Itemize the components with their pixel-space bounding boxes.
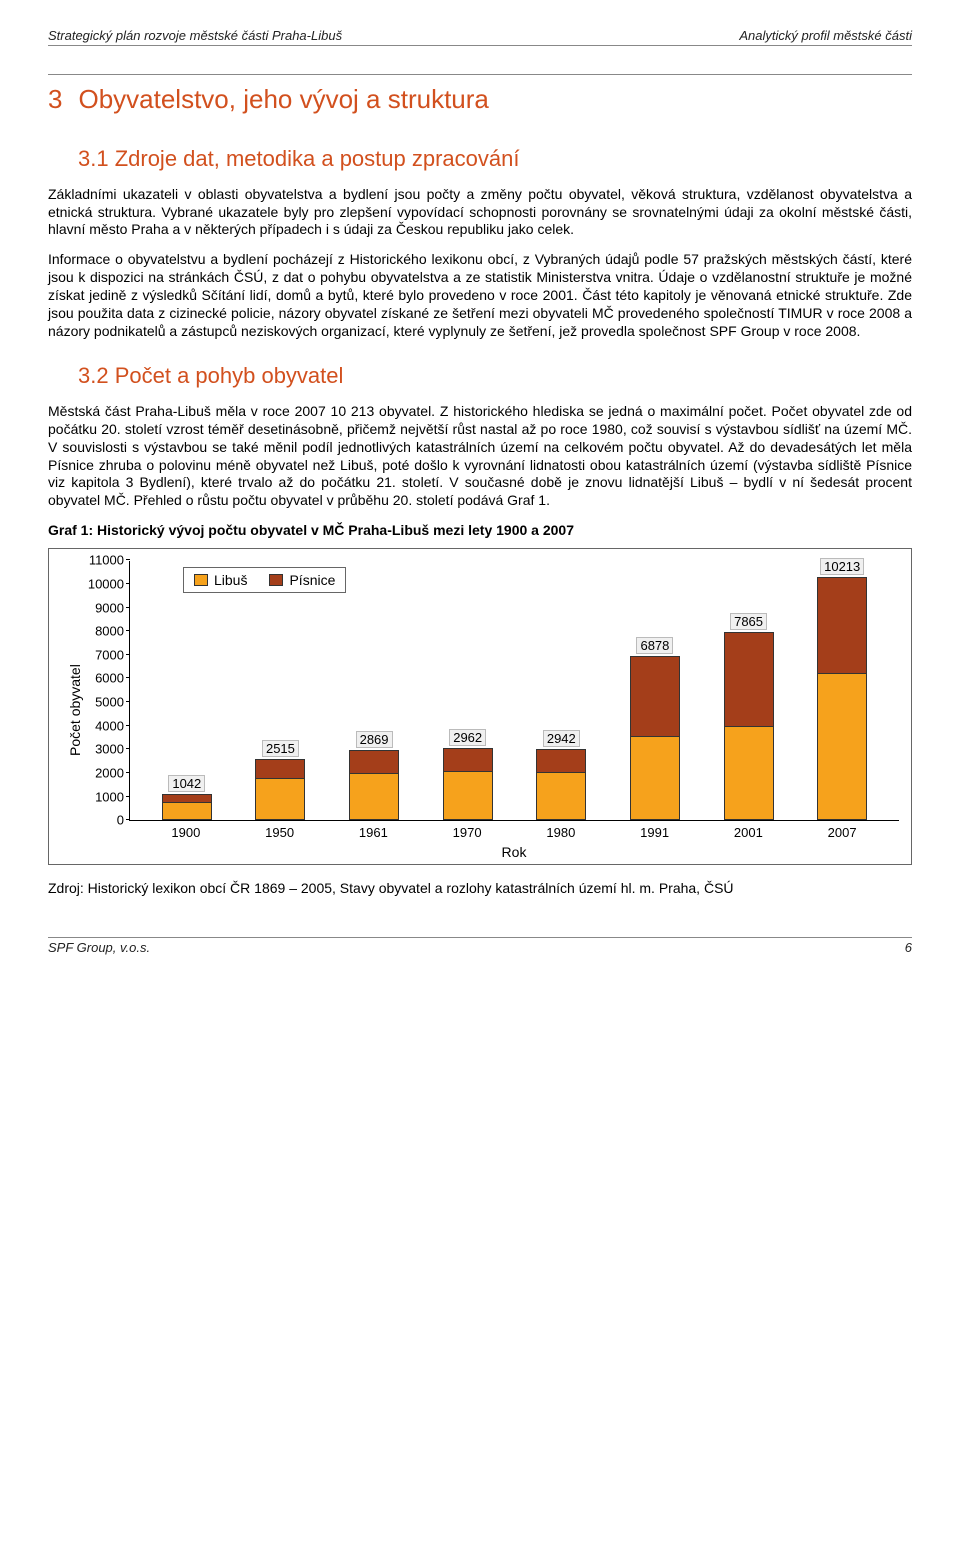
chart-inner: Počet obyvatel Libuš Písnice 10422515286…	[61, 561, 899, 860]
legend-label-pisnice: Písnice	[289, 572, 335, 588]
bar-total-label: 2515	[262, 740, 299, 757]
page-header: Strategický plán rozvoje městské části P…	[48, 28, 912, 46]
bar-group: 7865	[702, 561, 796, 820]
bar-stack	[724, 632, 774, 820]
bar-group: 2515	[234, 561, 328, 820]
bar-stack	[255, 759, 305, 820]
h1-number: 3	[48, 85, 62, 114]
legend-item-libus: Libuš	[194, 572, 247, 588]
bar-segment-pisnice	[631, 657, 679, 737]
footer-left: SPF Group, v.o.s.	[48, 940, 150, 955]
h2a-text: 3.1 Zdroje dat, metodika a postup zpraco…	[78, 146, 519, 171]
legend-swatch-pisnice	[269, 574, 283, 586]
bar-group: 6878	[608, 561, 702, 820]
bar-segment-libus	[256, 779, 304, 819]
bar-segment-pisnice	[537, 750, 585, 773]
xtick-label: 2007	[795, 825, 889, 840]
legend-label-libus: Libuš	[214, 572, 247, 588]
bar-segment-libus	[818, 674, 866, 819]
chart-xlabels: 19001950196119701980199120012007	[129, 821, 899, 840]
bar-segment-pisnice	[725, 633, 773, 727]
xtick-label: 1970	[420, 825, 514, 840]
bar-total-label: 2942	[543, 730, 580, 747]
bar-segment-libus	[537, 773, 585, 819]
bar-segment-pisnice	[350, 751, 398, 774]
ytick-label: 5000	[80, 695, 124, 710]
document-page: Strategický plán rozvoje městské části P…	[0, 0, 960, 975]
paragraph-2: Informace o obyvatelstvu a bydlení pochá…	[48, 251, 912, 341]
header-left: Strategický plán rozvoje městské části P…	[48, 28, 342, 43]
bar-stack	[162, 794, 212, 821]
xtick-label: 1961	[327, 825, 421, 840]
bar-segment-pisnice	[818, 578, 866, 674]
paragraph-1: Základními ukazateli v oblasti obyvatels…	[48, 186, 912, 240]
bar-segment-libus	[350, 774, 398, 819]
bar-total-label: 2962	[449, 729, 486, 746]
chart-bars-row: 1042 2515 2869 2962 2942 6878 7865 10213	[130, 561, 899, 820]
xtick-label: 1950	[233, 825, 327, 840]
bar-segment-libus	[631, 737, 679, 820]
chart-xlabel: Rok	[129, 844, 899, 860]
chart-source: Zdroj: Historický lexikon obcí ČR 1869 –…	[48, 879, 912, 897]
footer-page-number: 6	[905, 940, 912, 955]
bar-group: 2869	[327, 561, 421, 820]
ytick-label: 6000	[80, 671, 124, 686]
bar-group: 10213	[795, 561, 889, 820]
ytick-label: 8000	[80, 624, 124, 639]
bar-stack	[817, 577, 867, 820]
legend-item-pisnice: Písnice	[269, 572, 335, 588]
bar-segment-pisnice	[444, 749, 492, 772]
bar-total-label: 2869	[356, 731, 393, 748]
chart-plot-column: Libuš Písnice 1042 2515 2869 2962 2942 6878 78…	[83, 561, 899, 860]
ytick-label: 11000	[80, 553, 124, 568]
bar-stack	[630, 656, 680, 821]
heading-2-population: 3.2 Počet a pohyb obyvatel	[78, 363, 912, 389]
ytick-label: 1000	[80, 789, 124, 804]
xtick-label: 1900	[139, 825, 233, 840]
chart-plot-area: 104225152869296229426878786510213 010002…	[129, 561, 899, 821]
xtick-label: 1980	[514, 825, 608, 840]
ytick-label: 2000	[80, 766, 124, 781]
bar-total-label: 1042	[168, 775, 205, 792]
bar-segment-libus	[444, 772, 492, 819]
xtick-label: 1991	[608, 825, 702, 840]
chart-title: Graf 1: Historický vývoj počtu obyvatel …	[48, 522, 912, 538]
bar-total-label: 6878	[636, 637, 673, 654]
paragraph-3: Městská část Praha-Libuš měla v roce 200…	[48, 403, 912, 510]
ytick-label: 9000	[80, 600, 124, 615]
bar-stack	[443, 748, 493, 820]
chart-legend: Libuš Písnice	[183, 567, 346, 593]
ytick-label: 0	[80, 813, 124, 828]
xtick-label: 2001	[702, 825, 796, 840]
bar-segment-libus	[163, 803, 211, 820]
bar-segment-libus	[725, 727, 773, 819]
legend-swatch-libus	[194, 574, 208, 586]
heading-1: 3 Obyvatelstvo, jeho vývoj a struktura	[48, 74, 912, 114]
header-right: Analytický profil městské části	[739, 28, 912, 43]
h2b-text: 3.2 Počet a pohyb obyvatel	[78, 363, 343, 388]
ytick-label: 7000	[80, 647, 124, 662]
bar-stack	[536, 749, 586, 821]
page-footer: SPF Group, v.o.s. 6	[48, 937, 912, 955]
bar-segment-pisnice	[163, 795, 211, 803]
h1-text: Obyvatelstvo, jeho vývoj a struktura	[78, 85, 488, 114]
ytick-label: 4000	[80, 718, 124, 733]
ytick-label: 10000	[80, 576, 124, 591]
bar-total-label: 10213	[820, 558, 864, 575]
bar-total-label: 7865	[730, 613, 767, 630]
bar-group: 2962	[421, 561, 515, 820]
bar-group: 2942	[515, 561, 609, 820]
bar-stack	[349, 750, 399, 820]
bar-group: 1042	[140, 561, 234, 820]
chart-container: Počet obyvatel Libuš Písnice 10422515286…	[48, 548, 912, 865]
bar-segment-pisnice	[256, 760, 304, 779]
ytick-label: 3000	[80, 742, 124, 757]
heading-2-sources: 3.1 Zdroje dat, metodika a postup zpraco…	[78, 146, 912, 172]
